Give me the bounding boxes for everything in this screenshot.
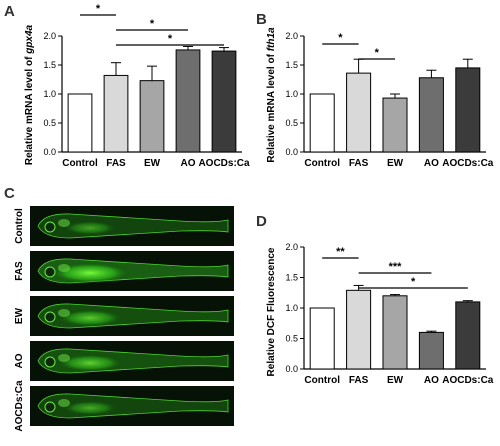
significance-label: *	[96, 3, 101, 15]
y-axis-label-text: Relative DCF Fluorescence	[266, 247, 277, 376]
y-tick-label: 0.0	[285, 364, 298, 374]
fish-head-mark	[58, 399, 70, 407]
fish-image-fas: FAS	[14, 251, 234, 291]
y-axis-label-prefix: Relative mRNA level of	[266, 51, 277, 162]
y-tick-label: 0.0	[285, 147, 298, 157]
fish-image-ew: EW	[14, 296, 234, 336]
fish-image-control: Control	[14, 206, 234, 246]
fish-glow	[63, 220, 117, 236]
fish-image-label: AO	[14, 353, 25, 368]
significance-label: ***	[389, 261, 403, 273]
fish-image-ao: AO	[14, 341, 234, 381]
fish-eye	[44, 311, 56, 323]
bar-fas	[103, 74, 129, 153]
bar-ew	[139, 80, 165, 153]
significance-label: *	[168, 33, 173, 45]
fish-glow	[62, 400, 118, 416]
fish-image-label: EW	[14, 307, 25, 324]
bar-aocds-ca	[455, 67, 481, 153]
panel-letter-d: D	[256, 213, 267, 230]
category-label: FAS	[106, 158, 126, 169]
category-label: AOCDs:Ca	[198, 158, 250, 169]
category-label: AO	[181, 158, 196, 169]
y-axis-label-gene: fth1a	[266, 27, 277, 51]
y-axis-label: Relative DCF Fluorescence	[266, 247, 277, 376]
category-label: FAS	[349, 158, 369, 169]
category-label: AOCDs:Ca	[442, 158, 494, 169]
bar-control	[309, 307, 335, 370]
y-tick-label: 0.5	[285, 334, 298, 344]
fish-head-mark	[58, 309, 70, 317]
significance-label: **	[336, 246, 345, 258]
y-axis-label: Relative mRNA level of gpx4a	[24, 24, 35, 165]
category-label: EW	[387, 158, 404, 169]
category-label: Control	[62, 158, 98, 169]
category-label: EW	[144, 158, 161, 169]
fish-image-panel: Control FAS EW AO AOCDs:Ca	[14, 206, 234, 432]
chart-fth1a: 0.0 0.5 1.0 1.5 2.0 Relative mRNA level of ft…	[266, 27, 494, 169]
fish-image-label: AOCDs:Ca	[14, 380, 25, 432]
y-tick-label: 0.5	[43, 118, 56, 128]
y-axis-label-prefix: Relative mRNA level of	[24, 54, 35, 165]
fish-eye	[44, 266, 56, 278]
bar-ao	[418, 331, 444, 370]
bar-ao	[175, 49, 201, 153]
category-label: EW	[387, 375, 404, 386]
fish-eye	[44, 221, 56, 233]
significance-label: *	[338, 32, 343, 44]
y-tick-label: 1.0	[285, 89, 298, 99]
panel-letter-a: A	[4, 3, 15, 20]
bar-ew	[382, 295, 408, 370]
bar-control	[67, 93, 93, 153]
y-tick-label: 1.0	[285, 303, 298, 313]
bar-fas	[346, 289, 372, 370]
y-tick-label: 0.0	[43, 147, 56, 157]
bar-ew	[382, 97, 408, 153]
bar-aocds-ca	[211, 50, 237, 153]
y-tick-label: 0.5	[285, 118, 298, 128]
fish-head-mark	[58, 219, 70, 227]
bar-control	[309, 93, 335, 153]
category-label: Control	[304, 375, 340, 386]
fish-eye	[44, 401, 56, 413]
category-label: AO	[424, 158, 439, 169]
y-tick-label: 1.0	[43, 89, 56, 99]
significance-label: *	[150, 18, 155, 30]
fish-head-mark	[58, 354, 70, 362]
bar-fas	[346, 72, 372, 153]
panel-letter-c: C	[4, 185, 15, 202]
y-tick-label: 1.5	[285, 273, 298, 283]
chart-gpx4a: 0.0 0.5 1.0 1.5 2.0 Relative mRNA level of gp…	[24, 3, 250, 169]
fish-eye	[44, 356, 56, 368]
category-label: Control	[304, 158, 340, 169]
y-tick-label: 1.5	[43, 60, 56, 70]
fish-image-label: Control	[14, 208, 25, 244]
y-tick-label: 2.0	[285, 31, 298, 41]
y-axis-label: Relative mRNA level of fth1a	[266, 27, 277, 163]
bar-ao	[418, 77, 444, 153]
fish-image-aocds-ca: AOCDs:Ca	[14, 380, 234, 432]
category-label: AO	[424, 375, 439, 386]
y-tick-label: 1.5	[285, 60, 298, 70]
y-tick-label: 2.0	[43, 31, 56, 41]
significance-label: *	[375, 47, 380, 59]
fish-glow	[56, 354, 124, 372]
category-label: AOCDs:Ca	[442, 375, 494, 386]
fish-image-label: FAS	[14, 261, 25, 281]
significance-label: *	[411, 276, 416, 288]
fish-head-mark	[58, 264, 70, 272]
bar-aocds-ca	[455, 301, 481, 370]
y-tick-label: 2.0	[285, 242, 298, 252]
fish-glow	[57, 309, 123, 327]
chart-dcf: 0.0 0.5 1.0 1.5 2.0 Relative DCF Fluorescence…	[266, 242, 494, 386]
category-label: FAS	[349, 375, 369, 386]
panel-letter-b: B	[256, 11, 267, 28]
y-axis-label-gene: gpx4a	[24, 24, 35, 54]
